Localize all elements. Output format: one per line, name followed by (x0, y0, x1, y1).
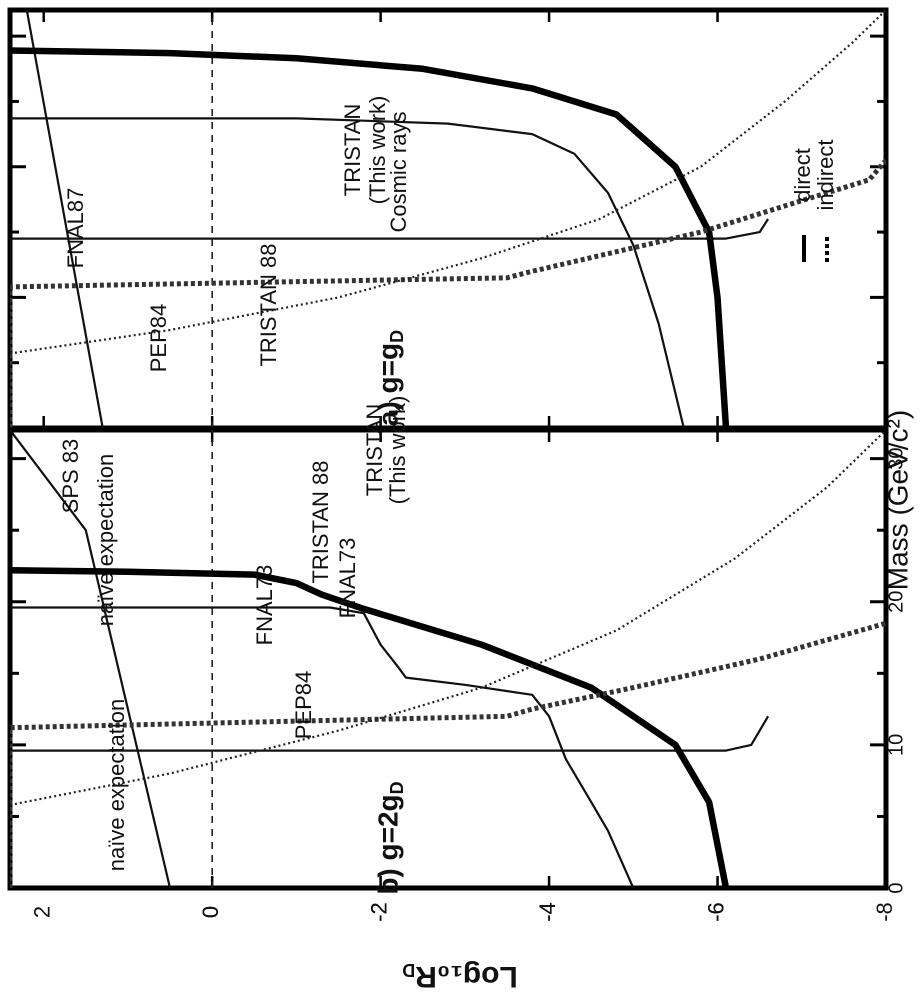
x-tick-label: 0 (885, 882, 907, 893)
x-tick-label: 30 (885, 448, 907, 470)
x-tick-label: 20 (885, 591, 907, 613)
series-fnal87 (25, 10, 104, 428)
panel-a (7, 7, 889, 431)
annotation-tristan: TRISTAN (362, 404, 387, 496)
annotation-sps-83: SPS 83 (58, 439, 83, 514)
series-cosmic-rays (10, 10, 886, 355)
y-tick-label: -6 (703, 902, 728, 922)
legend-label-direct: direct (790, 148, 815, 202)
annotation-this-work: (This work) (365, 96, 390, 205)
y-tick-label: -4 (535, 902, 560, 922)
y-tick-label: 0 (198, 906, 223, 918)
series-pep84 (10, 715, 770, 888)
series-sps-83 (10, 430, 172, 888)
panel-label: b) g=2gD (372, 781, 406, 894)
annotation-pep84: PEP84 (291, 671, 316, 740)
y-tick-label: 0 (198, 906, 223, 918)
panel-label-subscript: D (387, 781, 407, 794)
series-fnal73 (10, 620, 886, 888)
y-tick-label: -2 (366, 902, 391, 922)
panel-label-subscript: D (387, 330, 407, 343)
series-tristan-88 (10, 606, 635, 888)
panel-label: a) g=gD (372, 330, 406, 426)
annotation-fnal73: FNAL73 (335, 538, 360, 619)
series-pep84 (10, 218, 770, 428)
y-axis-title: Log₁₀RD (402, 960, 518, 993)
legend-label-indirect: indirect (813, 140, 838, 211)
annotation-na-ve-expectation: naïve expectation (104, 699, 129, 871)
annotation-pep84: PEP84 (146, 304, 171, 373)
y-tick-label: -2 (366, 902, 391, 922)
annotation-na-ve-expectation: naïve expectation (93, 454, 118, 626)
series-tristan-this-work (10, 567, 730, 888)
x-tick-label: 10 (885, 734, 907, 756)
x-axis-title: Mass (GeV/c²) (882, 410, 913, 590)
series-tristan-this-work (10, 47, 730, 428)
series-cosmic-rays (10, 430, 886, 807)
annotation-fnal87: FNAL87 (63, 188, 88, 269)
series-tristan-88 (10, 117, 685, 428)
annotation-cosmic-rays: Cosmic rays (386, 111, 411, 232)
plot-frame (7, 427, 889, 891)
series-fnal73 (10, 158, 886, 428)
y-tick-label: 2 (30, 906, 55, 918)
y-tick-label: -6 (703, 902, 728, 922)
y-tick-label: -4 (535, 902, 560, 922)
annotation-tristan-88: TRISTAN 88 (308, 460, 333, 583)
annotation-tristan: TRISTAN (340, 104, 365, 196)
y-axis-title-subscript: D (402, 960, 415, 980)
panel-b (7, 427, 889, 891)
y-tick-label: -8 (872, 902, 897, 922)
annotation-tristan-88: TRISTAN 88 (256, 243, 281, 366)
annotation-this-work: (This work) (385, 396, 410, 505)
